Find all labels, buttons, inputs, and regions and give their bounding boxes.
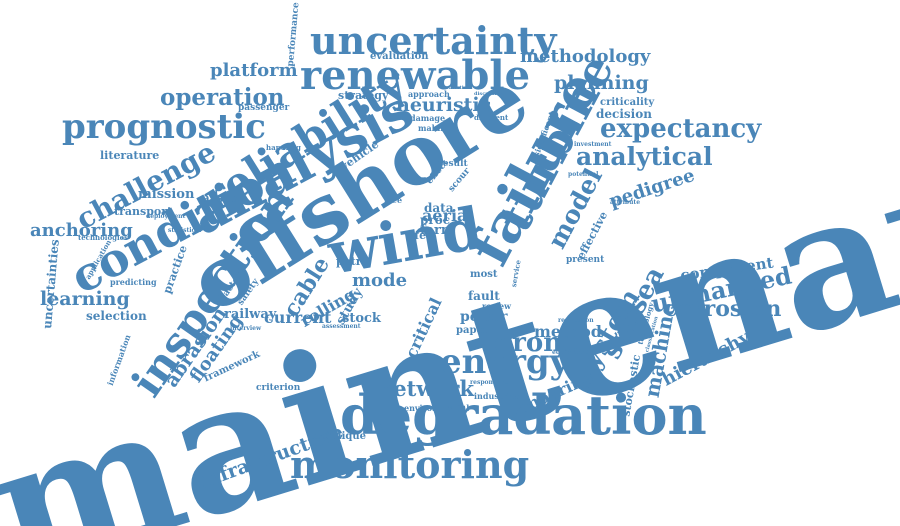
word-result: result — [438, 159, 468, 169]
word-energy: energy — [440, 342, 570, 382]
word-respondent: respondent — [470, 379, 509, 386]
word-literature: literature — [100, 149, 160, 162]
word-criticality: criticality — [600, 97, 655, 108]
word-tree: tree — [384, 195, 403, 205]
word-making: making — [418, 123, 452, 133]
word-regression: regression — [558, 317, 594, 324]
word-potential: potential — [568, 171, 599, 178]
word-selection: selection — [86, 309, 147, 323]
word-predicting: predicting — [110, 277, 157, 287]
word-decision: decision — [596, 107, 652, 121]
word-fault: fault — [468, 289, 500, 303]
word-interview: interview — [230, 325, 262, 332]
word-corrosion: corrosion — [664, 296, 782, 322]
word-data: data — [424, 201, 454, 215]
word-approach: approach — [408, 89, 450, 99]
word-criterion: criterion — [256, 383, 301, 393]
word-discussion: discussion — [474, 91, 504, 97]
word-technologies: technologies — [78, 233, 129, 242]
word-operation: operation — [160, 84, 285, 111]
word-evaluation: evaluation — [370, 51, 429, 62]
word-methodology: methodology — [520, 46, 651, 67]
word-industries: industries — [474, 391, 520, 401]
word-current: current — [264, 308, 332, 327]
word-asset: asset — [202, 191, 237, 205]
word-technique: technique — [310, 431, 367, 442]
word-uncertainty: uncertainty — [310, 18, 557, 63]
word-deployment: deployment — [146, 213, 186, 220]
word-life: life — [406, 229, 427, 242]
word-distillation: distillation — [440, 85, 471, 91]
word-expectancy: expectancy — [600, 114, 762, 144]
word-railway: railway — [224, 307, 277, 322]
word-petri: petri — [336, 255, 366, 268]
word-stock: stock — [342, 311, 381, 326]
word-paper: paper — [456, 325, 489, 336]
word-planning: planning — [554, 72, 649, 94]
word-method: method — [534, 322, 602, 341]
word-mission: mission — [138, 187, 195, 202]
word-wear: wear — [408, 175, 433, 185]
word-analytical: analytical — [576, 142, 713, 171]
word-damage: damage — [410, 113, 446, 123]
word-equipment: equipment — [552, 349, 589, 356]
word-attribute: attribute — [610, 199, 641, 206]
word-drone: drone — [494, 328, 579, 358]
word-heuristic: heuristic — [396, 94, 492, 116]
word-monitoring: monitoring — [290, 442, 530, 487]
word-review: review — [482, 301, 511, 311]
word-passenger: passenger — [238, 103, 290, 113]
word-most: most — [470, 269, 498, 280]
word-learning: learning — [40, 288, 130, 310]
word-platform: platform — [210, 60, 298, 81]
word-environmental: environmental — [404, 403, 470, 413]
word-anchoring: anchoring — [30, 220, 133, 241]
word-degradation: degradation — [340, 383, 707, 447]
word-assessment: assessment — [322, 323, 361, 330]
word-renewable: renewable — [300, 52, 531, 99]
word-uncertainties: uncertainties — [40, 238, 62, 330]
word-prognostic: prognostic — [62, 107, 266, 147]
word-strategy: strategy — [338, 89, 389, 102]
word-different: different — [474, 113, 509, 122]
word-investment: investment — [574, 141, 612, 148]
word-proc: proc — [420, 213, 451, 227]
word-statistical: statistical — [168, 227, 202, 234]
word-network: network — [378, 376, 475, 401]
word-power: power — [460, 309, 508, 325]
word-aerial: aerial — [422, 206, 474, 225]
word-present: present — [566, 255, 605, 265]
word-transport: transport — [114, 205, 173, 218]
word-handling: handling — [266, 143, 301, 152]
word-farm: farm — [420, 223, 455, 238]
word-mode: mode — [352, 270, 408, 291]
